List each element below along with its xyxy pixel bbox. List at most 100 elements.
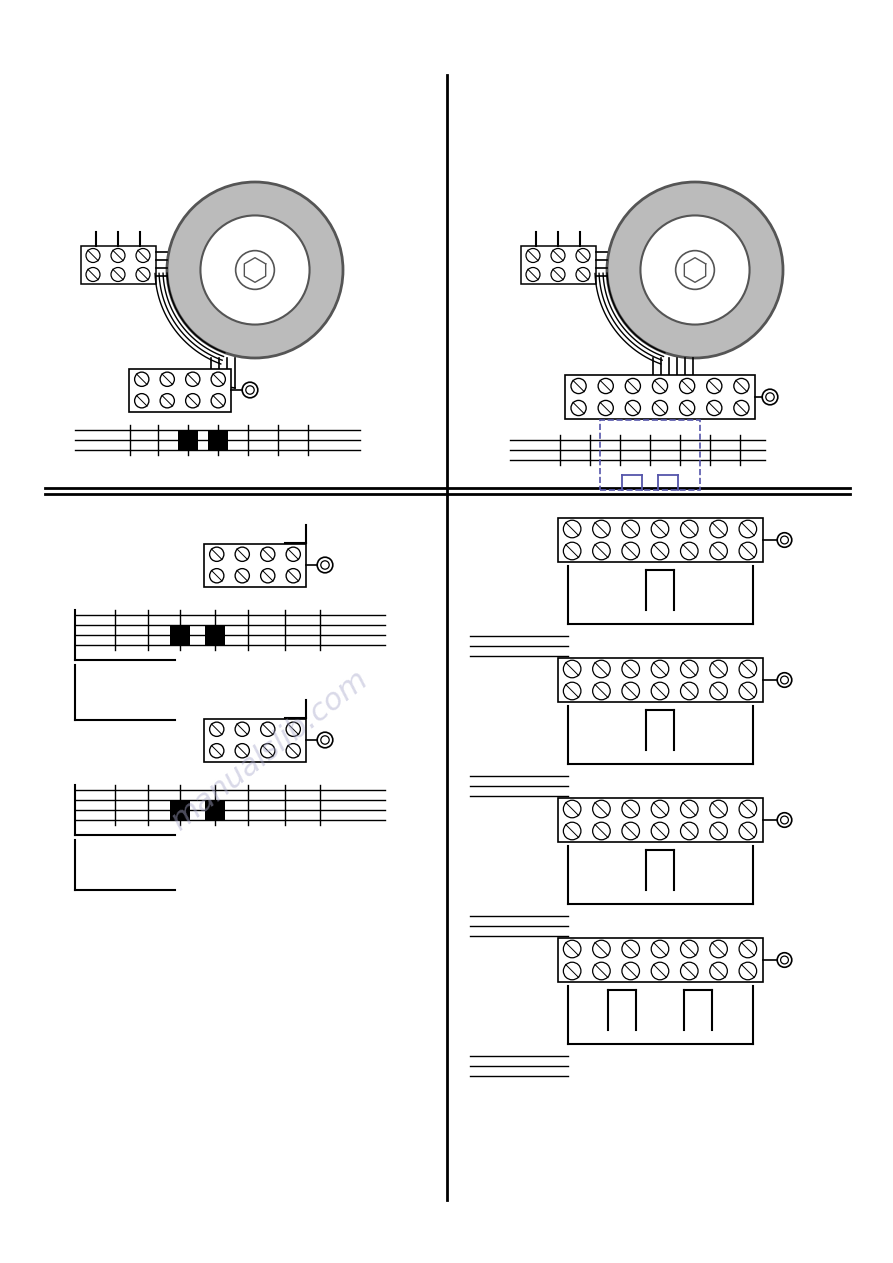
Circle shape <box>739 661 756 678</box>
Circle shape <box>710 940 728 957</box>
Circle shape <box>739 801 756 817</box>
Bar <box>205 799 225 820</box>
Circle shape <box>563 962 581 980</box>
Circle shape <box>780 816 789 823</box>
Circle shape <box>739 542 756 560</box>
Circle shape <box>261 722 275 736</box>
Circle shape <box>622 940 639 957</box>
Circle shape <box>317 557 333 573</box>
Circle shape <box>86 268 100 282</box>
Circle shape <box>763 389 778 405</box>
Bar <box>170 799 190 820</box>
Circle shape <box>261 547 275 561</box>
Circle shape <box>111 249 125 263</box>
Circle shape <box>235 744 249 758</box>
Circle shape <box>680 400 695 416</box>
Circle shape <box>777 812 792 827</box>
Circle shape <box>622 962 639 980</box>
Circle shape <box>607 182 783 357</box>
Circle shape <box>593 801 610 817</box>
Bar <box>557 798 763 842</box>
Circle shape <box>622 822 639 840</box>
Circle shape <box>593 661 610 678</box>
Circle shape <box>622 682 639 700</box>
Circle shape <box>622 661 639 678</box>
Circle shape <box>111 268 125 282</box>
Circle shape <box>598 379 613 394</box>
Circle shape <box>200 216 310 325</box>
Circle shape <box>261 568 275 584</box>
Circle shape <box>640 216 749 325</box>
Circle shape <box>680 542 698 560</box>
Circle shape <box>651 661 669 678</box>
Circle shape <box>235 722 249 736</box>
Circle shape <box>734 379 749 394</box>
Bar <box>557 658 763 702</box>
Circle shape <box>86 249 100 263</box>
Circle shape <box>321 736 330 744</box>
Circle shape <box>710 801 728 817</box>
Circle shape <box>734 400 749 416</box>
Circle shape <box>766 393 774 402</box>
Circle shape <box>211 373 225 386</box>
Circle shape <box>186 394 200 408</box>
Circle shape <box>706 379 722 394</box>
Circle shape <box>186 373 200 386</box>
Circle shape <box>680 661 698 678</box>
Circle shape <box>625 379 640 394</box>
Circle shape <box>135 394 149 408</box>
Circle shape <box>210 722 224 736</box>
Bar <box>205 625 225 645</box>
Circle shape <box>563 520 581 538</box>
Circle shape <box>710 542 728 560</box>
Circle shape <box>780 956 789 964</box>
Circle shape <box>593 542 610 560</box>
Circle shape <box>210 744 224 758</box>
Circle shape <box>593 822 610 840</box>
Circle shape <box>571 400 586 416</box>
Circle shape <box>576 249 590 263</box>
Circle shape <box>235 547 249 561</box>
Circle shape <box>680 801 698 817</box>
Circle shape <box>286 722 300 736</box>
Circle shape <box>680 962 698 980</box>
Circle shape <box>651 822 669 840</box>
Circle shape <box>593 940 610 957</box>
Circle shape <box>706 400 722 416</box>
Bar <box>178 429 198 450</box>
Circle shape <box>651 520 669 538</box>
Circle shape <box>551 268 565 282</box>
Bar <box>557 938 763 983</box>
Bar <box>204 719 306 762</box>
Circle shape <box>160 394 174 408</box>
Circle shape <box>571 379 586 394</box>
Circle shape <box>777 673 792 687</box>
Circle shape <box>739 520 756 538</box>
Circle shape <box>653 379 668 394</box>
Circle shape <box>780 536 789 544</box>
Bar <box>557 518 763 562</box>
Circle shape <box>261 744 275 758</box>
Circle shape <box>563 682 581 700</box>
Circle shape <box>622 542 639 560</box>
Bar <box>204 543 306 586</box>
Circle shape <box>593 682 610 700</box>
Circle shape <box>739 822 756 840</box>
Circle shape <box>210 547 224 561</box>
Circle shape <box>651 801 669 817</box>
Circle shape <box>739 682 756 700</box>
Circle shape <box>526 249 540 263</box>
Circle shape <box>593 520 610 538</box>
Circle shape <box>653 400 668 416</box>
Bar <box>208 429 228 450</box>
Circle shape <box>710 661 728 678</box>
Circle shape <box>526 268 540 282</box>
Circle shape <box>676 250 714 289</box>
Circle shape <box>598 400 613 416</box>
Circle shape <box>680 379 695 394</box>
Circle shape <box>625 400 640 416</box>
Circle shape <box>317 733 333 748</box>
Circle shape <box>211 394 225 408</box>
Circle shape <box>210 568 224 584</box>
Circle shape <box>739 962 756 980</box>
